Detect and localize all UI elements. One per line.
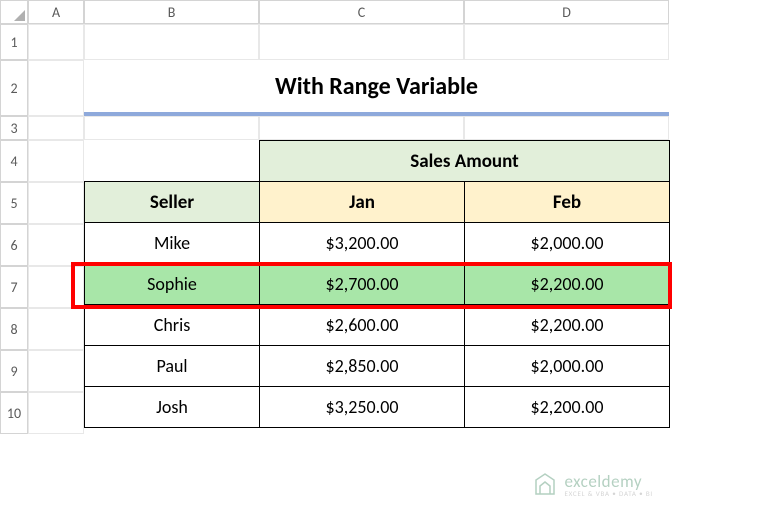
jan-cell[interactable]: $2,850.00 [260, 346, 465, 387]
data-table: Sales Amount Seller Jan Feb Mike $3,200.… [84, 140, 670, 428]
watermark-main: exceldemy [564, 473, 653, 490]
select-all-corner[interactable] [0, 0, 28, 24]
page-title[interactable]: With Range Variable [84, 60, 669, 116]
data-table-container: Sales Amount Seller Jan Feb Mike $3,200.… [84, 140, 670, 428]
table-row: Mike $3,200.00 $2,000.00 [85, 223, 670, 264]
row-header-1[interactable]: 1 [0, 24, 28, 60]
cell[interactable] [464, 24, 669, 60]
cell[interactable] [28, 266, 84, 308]
feb-cell[interactable]: $2,200.00 [465, 387, 670, 428]
month-header-feb[interactable]: Feb [465, 182, 670, 223]
table-row: Chris $2,600.00 $2,200.00 [85, 305, 670, 346]
row-header-9[interactable]: 9 [0, 350, 28, 392]
seller-cell[interactable]: Josh [85, 387, 260, 428]
seller-header[interactable]: Seller [85, 182, 260, 223]
cell[interactable] [464, 116, 669, 140]
row-header-4[interactable]: 4 [0, 140, 28, 182]
seller-cell[interactable]: Mike [85, 223, 260, 264]
cell[interactable] [28, 60, 84, 116]
feb-cell[interactable]: $2,200.00 [465, 264, 670, 305]
cell[interactable] [28, 140, 84, 182]
row-header-10[interactable]: 10 [0, 392, 28, 434]
cell[interactable] [28, 392, 84, 434]
cell[interactable] [84, 116, 259, 140]
sales-amount-header[interactable]: Sales Amount [260, 141, 670, 182]
row-header-2[interactable]: 2 [0, 60, 28, 116]
jan-cell[interactable]: $3,200.00 [260, 223, 465, 264]
row-header-7[interactable]: 7 [0, 266, 28, 308]
row-header-3[interactable]: 3 [0, 116, 28, 140]
cell[interactable] [28, 308, 84, 350]
jan-cell[interactable]: $2,700.00 [260, 264, 465, 305]
col-header-a[interactable]: A [28, 0, 84, 24]
feb-cell[interactable]: $2,200.00 [465, 305, 670, 346]
watermark-sub: EXCEL & VBA • DATA • BI [564, 490, 653, 497]
exceldemy-icon [532, 472, 558, 498]
row-header-6[interactable]: 6 [0, 224, 28, 266]
cell[interactable] [259, 116, 464, 140]
cell[interactable] [84, 24, 259, 60]
row-header-8[interactable]: 8 [0, 308, 28, 350]
table-row: Josh $3,250.00 $2,200.00 [85, 387, 670, 428]
seller-cell[interactable]: Chris [85, 305, 260, 346]
col-header-c[interactable]: C [259, 0, 464, 24]
feb-cell[interactable]: $2,000.00 [465, 223, 670, 264]
col-header-b[interactable]: B [84, 0, 259, 24]
col-header-d[interactable]: D [464, 0, 669, 24]
cell[interactable] [28, 24, 84, 60]
seller-cell[interactable]: Sophie [85, 264, 260, 305]
row-header-5[interactable]: 5 [0, 182, 28, 224]
empty-cell [85, 141, 260, 182]
table-row-highlighted: Sophie $2,700.00 $2,200.00 [85, 264, 670, 305]
table-row: Paul $2,850.00 $2,000.00 [85, 346, 670, 387]
cell[interactable] [28, 182, 84, 224]
feb-cell[interactable]: $2,000.00 [465, 346, 670, 387]
jan-cell[interactable]: $2,600.00 [260, 305, 465, 346]
month-header-jan[interactable]: Jan [260, 182, 465, 223]
cell[interactable] [28, 350, 84, 392]
cell[interactable] [259, 24, 464, 60]
cell[interactable] [28, 224, 84, 266]
watermark: exceldemy EXCEL & VBA • DATA • BI [532, 472, 653, 498]
cell[interactable] [28, 116, 84, 140]
jan-cell[interactable]: $3,250.00 [260, 387, 465, 428]
seller-cell[interactable]: Paul [85, 346, 260, 387]
